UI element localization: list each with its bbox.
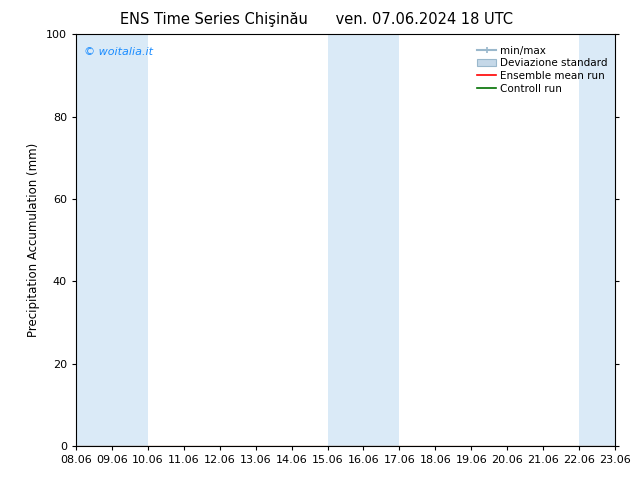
Bar xyxy=(112,34,148,446)
Legend: min/max, Deviazione standard, Ensemble mean run, Controll run: min/max, Deviazione standard, Ensemble m… xyxy=(476,44,610,96)
Bar xyxy=(328,34,399,446)
Text: ENS Time Series Chişinău      ven. 07.06.2024 18 UTC: ENS Time Series Chişinău ven. 07.06.2024… xyxy=(120,12,514,27)
Bar xyxy=(579,34,615,446)
Bar xyxy=(76,34,112,446)
Text: © woitalia.it: © woitalia.it xyxy=(84,47,153,57)
Y-axis label: Precipitation Accumulation (mm): Precipitation Accumulation (mm) xyxy=(27,143,41,337)
